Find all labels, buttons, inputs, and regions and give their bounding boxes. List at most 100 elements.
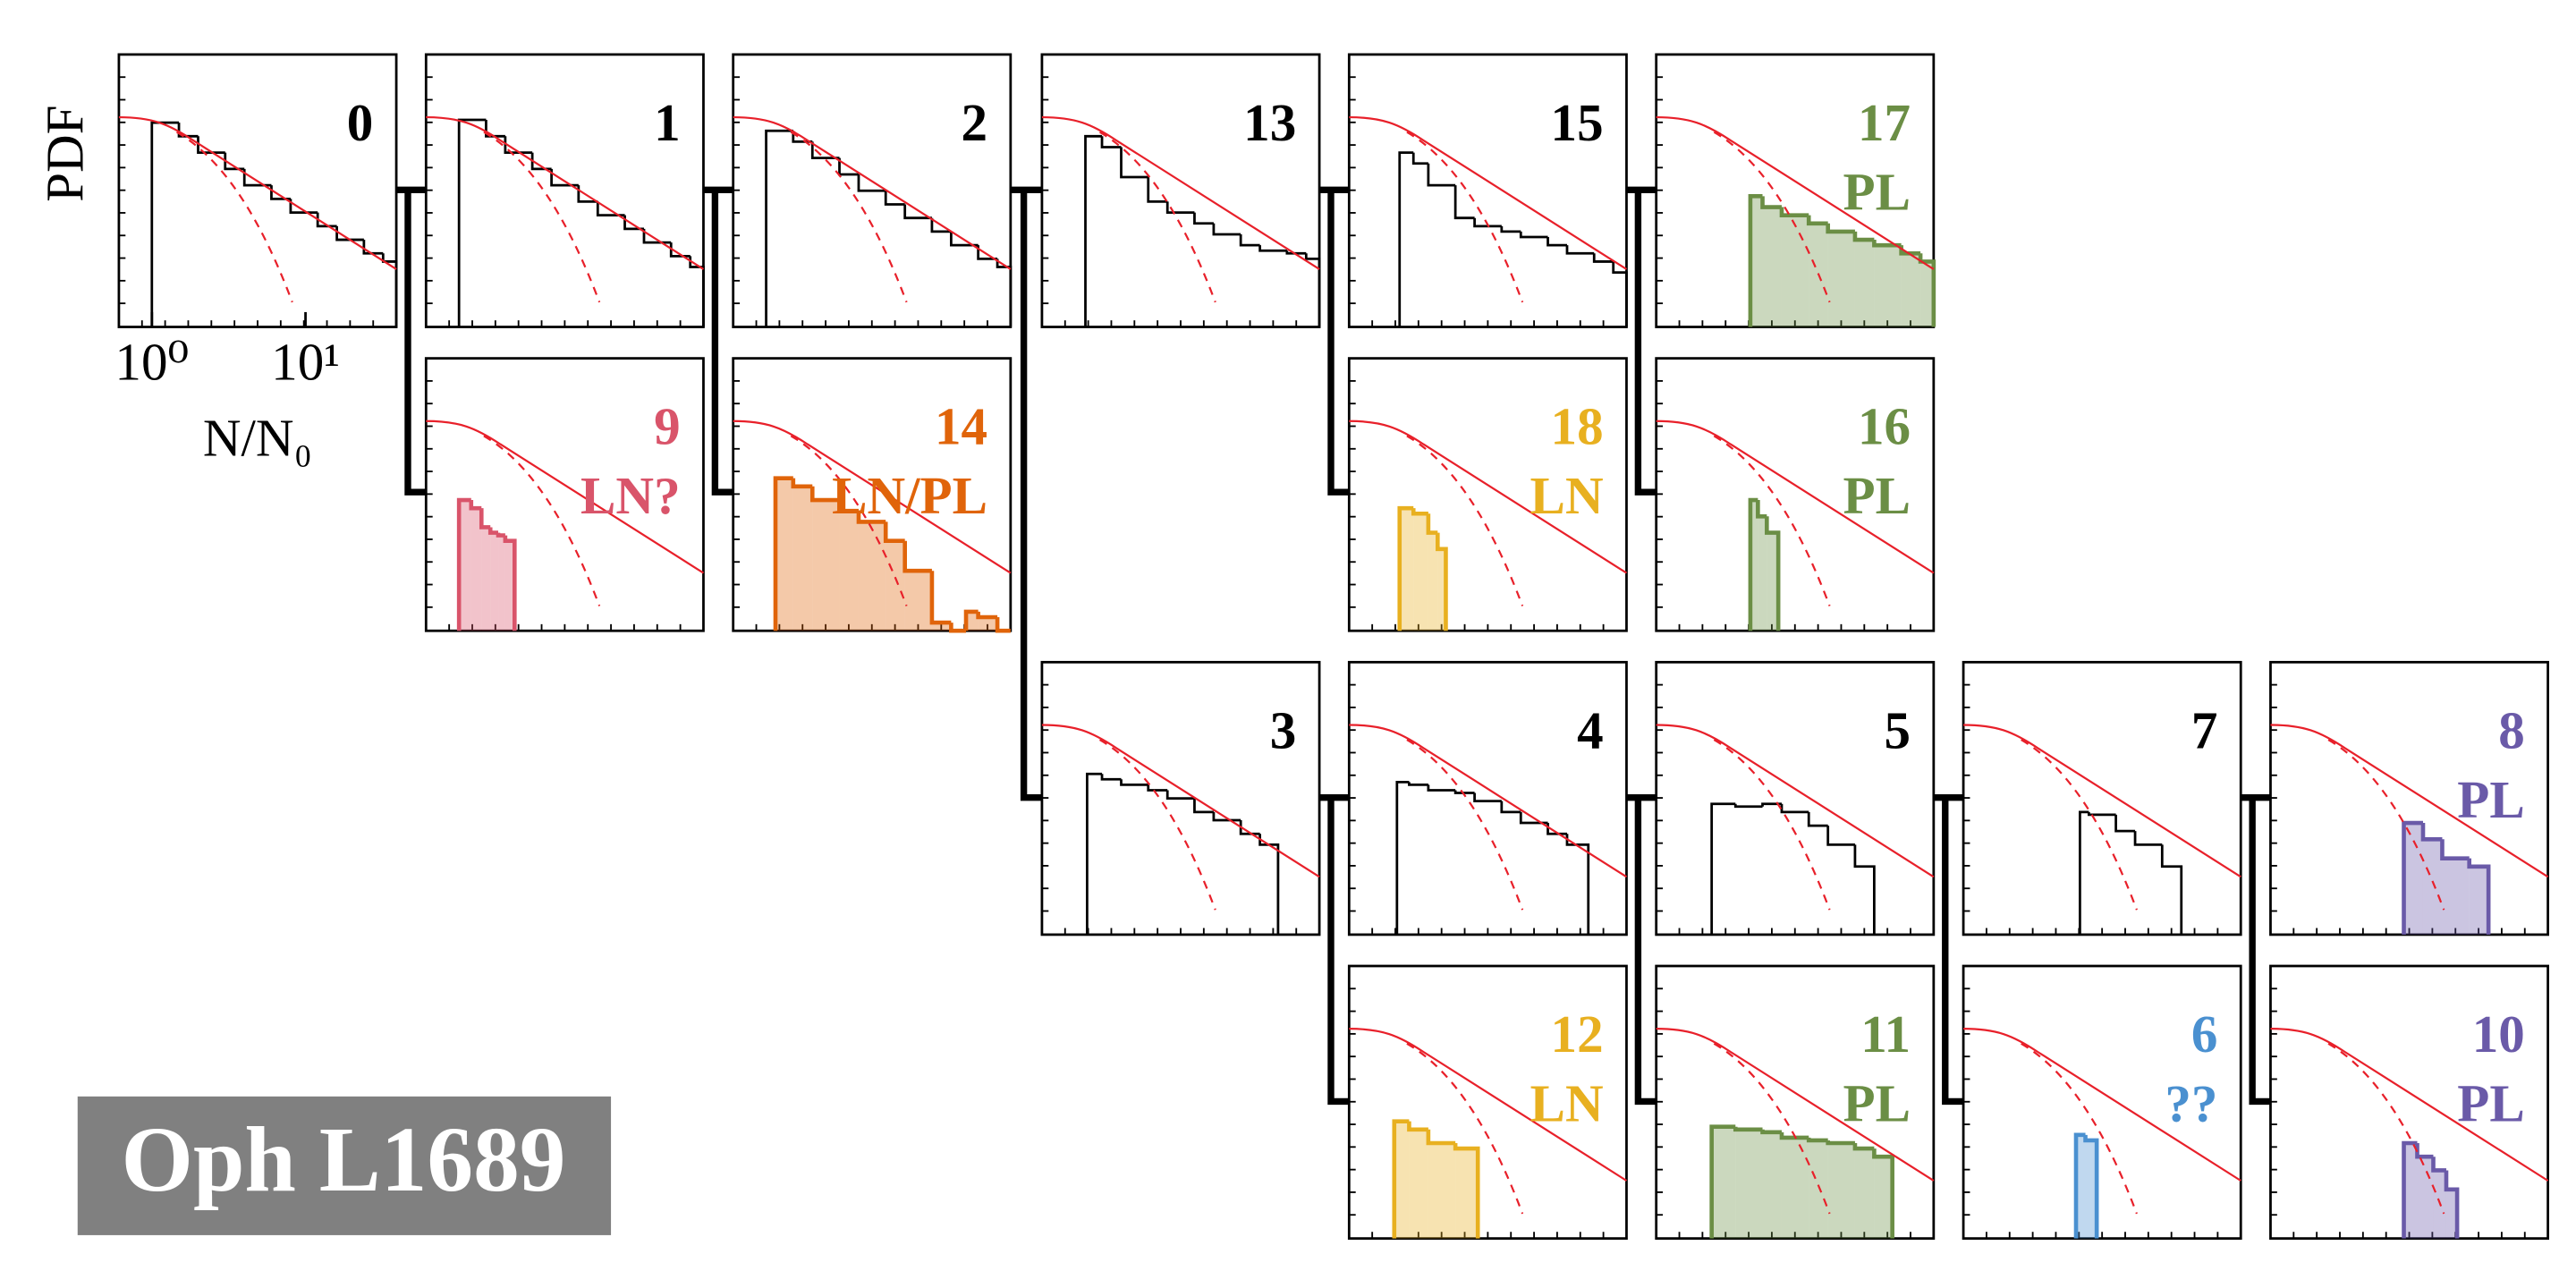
- panel-number: 7: [2191, 700, 2218, 759]
- panel-frame: [1655, 660, 1936, 936]
- histogram-step: [1426, 1129, 1456, 1146]
- panel-number: 10: [2472, 1004, 2525, 1063]
- bar: [1409, 1129, 1428, 1239]
- histogram-step: [1748, 497, 1758, 631]
- model-curve: [426, 419, 705, 574]
- panel-frame: [2269, 964, 2550, 1240]
- histogram-step: [1760, 1129, 1782, 1135]
- histogram-step: [1760, 196, 1782, 209]
- histogram-step: [1761, 802, 1782, 807]
- histogram-step: [1872, 240, 1902, 248]
- panel-number: 15: [1551, 93, 1604, 152]
- model-curve-dashed: [483, 435, 601, 606]
- panel-number: 13: [1243, 93, 1296, 152]
- figure-label: Oph L1689: [122, 1109, 566, 1211]
- bar: [481, 527, 491, 631]
- panel: 15: [1347, 53, 1628, 328]
- bar: [1428, 532, 1438, 631]
- histogram-step: [1408, 782, 1428, 786]
- bar: [812, 500, 840, 631]
- bar: [2422, 839, 2443, 935]
- histogram-step: [1285, 250, 1307, 255]
- model-curve: [1963, 1028, 2241, 1182]
- panel: 1: [424, 53, 705, 328]
- bar: [1781, 215, 1809, 327]
- bar: [1413, 513, 1428, 631]
- bar: [1428, 1143, 1456, 1239]
- model-curve-dashed: [1713, 435, 1831, 606]
- histogram-step: [1519, 231, 1548, 239]
- panel-frame: [1347, 660, 1628, 936]
- histogram-step: [883, 521, 905, 544]
- histogram-step: [2431, 1157, 2446, 1173]
- histogram-step: [1436, 532, 1448, 631]
- histogram-step: [177, 123, 199, 138]
- model-curve: [1349, 1028, 1628, 1182]
- histogram-step: [1427, 784, 1456, 792]
- histogram-step: [1806, 1137, 1828, 1143]
- panel-class: PL: [1843, 162, 1911, 221]
- histogram-step: [1193, 798, 1214, 814]
- histogram-step: [1807, 811, 1828, 827]
- model-curve-dashed: [1713, 739, 1831, 911]
- bar: [775, 478, 793, 631]
- model-curve: [426, 115, 705, 270]
- histogram-step: [1392, 1119, 1410, 1239]
- model-curve-dashed: [175, 131, 293, 303]
- panel: 9 LN?: [424, 357, 705, 632]
- model-curve-dashed: [1406, 1042, 1524, 1215]
- panel-frame: [2269, 660, 2550, 936]
- panel-number: 8: [2498, 700, 2525, 759]
- panel: 3: [1040, 660, 1321, 936]
- histogram-step: [1411, 508, 1428, 516]
- histogram-step: [1084, 134, 1103, 327]
- panel-number: 11: [1860, 1004, 1911, 1063]
- panel-frame: [1040, 53, 1321, 328]
- histogram-step: [1147, 784, 1168, 792]
- histogram-step: [2133, 831, 2163, 846]
- histogram-step: [810, 141, 840, 160]
- panel-frame: [1347, 53, 1628, 328]
- x-axis-label: N/N₀: [203, 409, 312, 468]
- bar: [1920, 261, 1934, 327]
- histogram-step: [1733, 1126, 1763, 1132]
- model-curve-dashed: [483, 131, 601, 303]
- panel-number: 5: [1884, 700, 1911, 759]
- bar: [1827, 1143, 1855, 1239]
- histogram-step: [1710, 802, 1736, 935]
- histogram-step: [2420, 823, 2443, 842]
- histogram-step: [1500, 225, 1521, 233]
- histogram-step: [1806, 215, 1828, 226]
- panel-class: LN?: [580, 466, 681, 525]
- histogram-step: [1918, 253, 1936, 327]
- histogram-step: [1852, 1143, 1875, 1151]
- dendrogram-branch: [1010, 186, 1042, 801]
- panel-number: 9: [654, 397, 681, 456]
- histogram-step: [2083, 1134, 2099, 1239]
- histogram-step: [950, 231, 979, 247]
- panel: 4: [1347, 660, 1628, 936]
- histogram-step: [1193, 212, 1214, 225]
- histogram-step: [1748, 194, 1763, 327]
- histogram-step: [1565, 245, 1595, 255]
- bar: [2403, 823, 2423, 935]
- histogram-step: [1407, 1121, 1428, 1132]
- x-tick-label: 10¹: [271, 333, 340, 392]
- bar: [1750, 500, 1758, 631]
- histogram-step: [995, 617, 1011, 633]
- panel-class: LN/PL: [832, 466, 987, 525]
- bar: [1901, 253, 1921, 327]
- bar: [1758, 516, 1767, 631]
- bar: [931, 623, 952, 631]
- model-curve-dashed: [2021, 739, 2138, 911]
- histogram-step: [1519, 811, 1548, 825]
- bar: [1750, 196, 1763, 327]
- bar: [1809, 1140, 1828, 1239]
- histogram-step: [1086, 772, 1103, 935]
- histogram-step: [1258, 245, 1287, 252]
- dendrogram-branch: [703, 186, 733, 496]
- histogram-step: [1212, 223, 1241, 236]
- histogram-step: [857, 174, 886, 192]
- panel: 13: [1040, 53, 1321, 328]
- panel-number: 6: [2191, 1004, 2218, 1063]
